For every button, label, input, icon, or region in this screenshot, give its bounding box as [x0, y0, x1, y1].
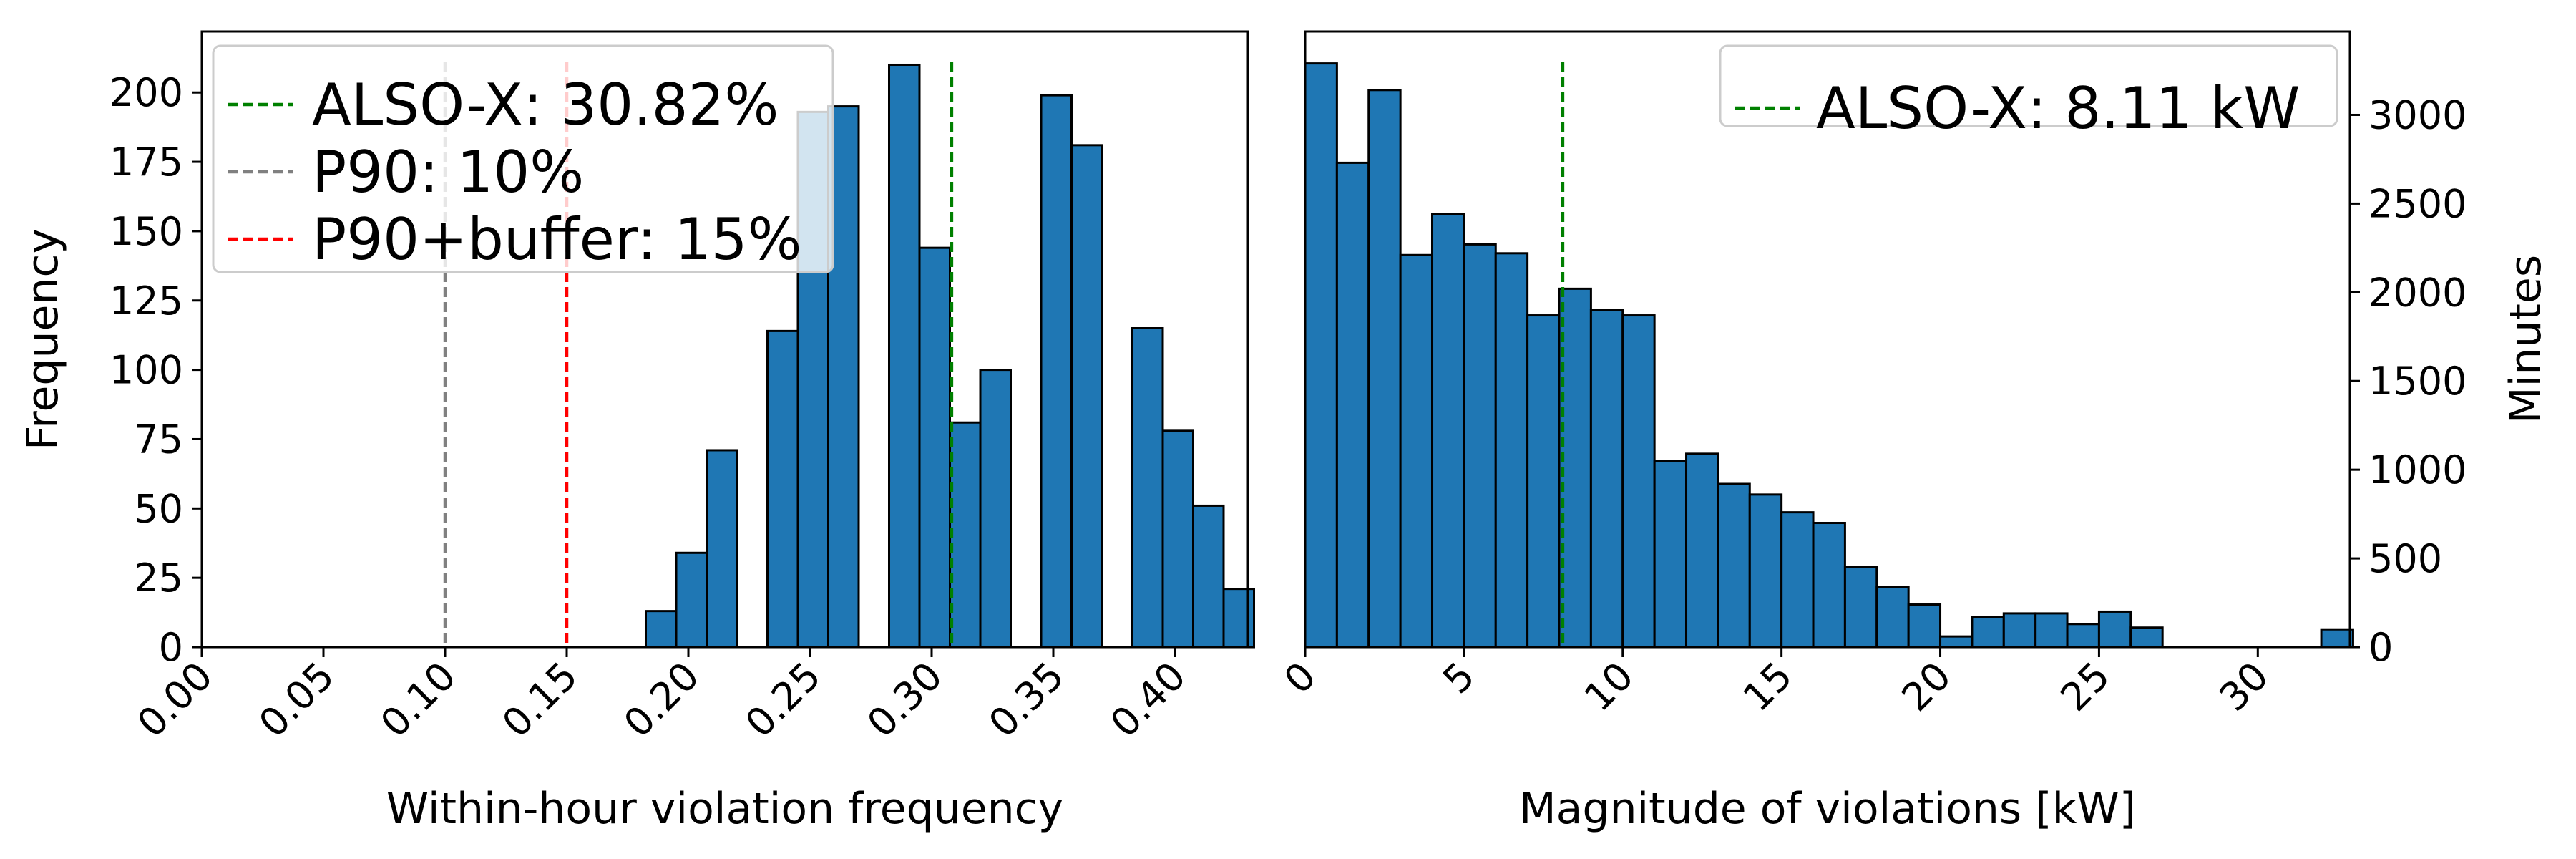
x-axis-label: Magnitude of violations [kW] [1519, 784, 2136, 834]
histogram-bar [949, 421, 982, 649]
histogram-bar [1685, 452, 1719, 649]
histogram-bar [1304, 62, 1338, 649]
x-tick-label: 20 [1893, 654, 1960, 720]
x-tick-label: 0.35 [980, 654, 1073, 747]
histogram-bar [979, 369, 1012, 649]
x-tick-label: 10 [1576, 654, 1642, 720]
legend-frame [212, 44, 834, 273]
legend-frame [1719, 44, 2338, 127]
x-tick-label: 0.40 [1102, 654, 1195, 747]
x-tick-label: 0.10 [372, 654, 465, 747]
histogram-bar [1653, 460, 1688, 649]
histogram-bar [1812, 522, 1846, 649]
legend-label: P90: 10% [312, 139, 584, 205]
histogram-bar [1131, 327, 1164, 649]
x-tick-label: 0.25 [737, 654, 830, 747]
histogram-bar [918, 246, 951, 649]
y-axis-label: Frequency [18, 228, 68, 450]
y-tick-label: 0 [159, 625, 183, 670]
histogram-bar [1526, 314, 1561, 649]
y-tick-label: 125 [109, 278, 183, 324]
y-tick-label: 3000 [2368, 92, 2467, 137]
legend-label: ALSO-X: 8.11 kW [1816, 75, 2300, 142]
y-tick-label: 25 [134, 555, 183, 601]
histogram-bar [1780, 511, 1815, 649]
y-tick-label: 0 [2368, 625, 2393, 670]
histogram-bar [675, 551, 708, 649]
histogram-bar [1040, 94, 1073, 649]
histogram-bar [2002, 612, 2037, 649]
y-tick-label: 2000 [2368, 270, 2467, 315]
histogram-bar [1463, 243, 1497, 649]
histogram-bar [2097, 610, 2132, 649]
histogram-bar [1971, 616, 2005, 649]
histogram-bar [1558, 287, 1592, 649]
plot-frame [1304, 30, 2351, 649]
histogram-bar [1875, 586, 1910, 649]
y-tick-label: 150 [109, 209, 183, 254]
x-tick-label: 0.05 [250, 654, 343, 747]
x-tick-label: 0 [1275, 654, 1324, 703]
histogram-bar [766, 329, 799, 649]
histogram-bar [888, 63, 921, 649]
y-tick-label: 500 [2368, 536, 2442, 581]
y-tick-label: 75 [134, 417, 183, 462]
x-tick-label: 0.30 [859, 654, 952, 747]
x-tick-label: 30 [2210, 654, 2277, 720]
y-axis-label: Minutes [2501, 255, 2551, 424]
x-tick-label: 25 [2051, 654, 2118, 720]
histogram-bar [1843, 566, 1878, 649]
histogram-bar [1717, 482, 1751, 649]
y-tick-label: 175 [109, 140, 183, 185]
legend: ALSO-X: 30.82%P90: 10%P90+buffer: 15% [212, 44, 834, 273]
y-tick-label: 50 [134, 486, 183, 531]
legend-label: P90+buffer: 15% [312, 206, 802, 273]
y-tick-label: 100 [109, 348, 183, 393]
x-tick-label: 5 [1434, 654, 1483, 703]
histogram-bar [1335, 161, 1370, 649]
histogram-bar [1907, 603, 1942, 649]
histogram-bar [1222, 588, 1255, 649]
histogram-bar [1589, 309, 1624, 649]
x-tick-label: 0.15 [494, 654, 587, 747]
x-tick-label: 0.00 [129, 654, 222, 747]
legend: ALSO-X: 8.11 kW [1719, 44, 2338, 142]
histogram-bar [1748, 493, 1783, 649]
histogram-bar [1070, 144, 1103, 649]
histogram-bar [1192, 504, 1225, 649]
left-histogram-panel: ALSO-X: 30.82%P90: 10%P90+buffer: 15% 0 25… [18, 30, 1255, 834]
histogram-bar [1161, 430, 1194, 649]
y-tick-label: 1500 [2368, 359, 2467, 404]
histogram-bar [1494, 252, 1529, 649]
y-tick-label: 1000 [2368, 447, 2467, 492]
histogram-bar [2034, 612, 2069, 649]
x-tick-label: 15 [1735, 654, 1801, 720]
histogram-bar [2320, 628, 2354, 649]
y-tick-label: 2500 [2368, 181, 2467, 226]
x-axis-label: Within-hour violation frequency [386, 784, 1063, 834]
right-histogram-panel: ALSO-X: 8.11 kW 0 500 1000 1500 2000 2500 3000 0… [1275, 30, 2551, 834]
histogram-bar [1621, 314, 1656, 649]
histogram-bar [1939, 635, 1974, 649]
y-tick-label: 200 [109, 70, 183, 115]
histogram-bar [1399, 253, 1434, 649]
plot-frame [200, 30, 1249, 649]
histogram-bar [2129, 626, 2164, 649]
histogram-bar [1367, 89, 1402, 649]
histogram-bar [706, 449, 738, 649]
x-tick-label: 0.20 [615, 654, 708, 747]
legend-label: ALSO-X: 30.82% [312, 72, 779, 138]
histogram-bar [1431, 213, 1465, 649]
histogram-bar [645, 610, 678, 649]
histogram-bar [2066, 623, 2100, 649]
